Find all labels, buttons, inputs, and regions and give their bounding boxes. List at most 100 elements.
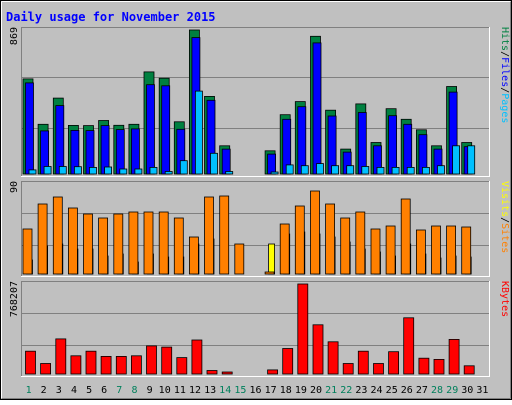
- bar-sites-day-7: [113, 213, 124, 275]
- bar-pages-day-14: [225, 171, 234, 175]
- bar-sites-day-5: [83, 213, 93, 275]
- bar-files-day-23: [357, 112, 367, 175]
- bar-kbytes-day-25: [388, 351, 400, 375]
- bar-pages-day-11: [179, 160, 188, 175]
- day-label-28: 28: [431, 385, 443, 396]
- bar-kbytes-day-10: [161, 346, 173, 375]
- day-axis: 1 2 3 4 5 6 7 8 9 10 11 12 13 14 15 16 17 18 19 20 21 22 23 24 2…: [26, 385, 489, 396]
- day-label-18: 18: [280, 385, 292, 396]
- y-max-label: 90: [9, 181, 20, 193]
- legend: Hits/Files/Pages: [499, 27, 510, 123]
- bar-kbytes-day-17: [267, 369, 279, 375]
- bar-kbytes-day-6: [100, 355, 112, 375]
- bar-pages-day-7: [119, 168, 128, 175]
- day-label-31: 31: [476, 385, 488, 396]
- bar-pages-day-30: [467, 145, 476, 175]
- day-label-6: 6: [101, 385, 107, 396]
- legend: Visits/Sites: [499, 181, 510, 253]
- day-label-1: 1: [26, 385, 32, 396]
- legend-item-kbytes: KBytes: [499, 281, 510, 317]
- bar-sites-day-11: [173, 217, 184, 275]
- bar-kbytes-day-8: [130, 355, 142, 375]
- bar-kbytes-day-3: [55, 338, 67, 375]
- bar-kbytes-day-2: [40, 363, 51, 375]
- bar-pages-day-13: [210, 152, 218, 175]
- y-max-label: 768207: [9, 281, 20, 317]
- bar-files-day-25: [388, 115, 398, 175]
- bar-sites-day-9: [143, 211, 154, 275]
- day-label-4: 4: [71, 385, 77, 396]
- bar-sites-day-2: [37, 203, 48, 275]
- bar-sites-day-24: [370, 228, 381, 275]
- day-label-8: 8: [131, 385, 137, 396]
- bar-kbytes-day-24: [373, 363, 384, 375]
- bar-files-day-20: [312, 42, 322, 175]
- bar-files-day-17: [267, 153, 277, 175]
- bar-pages-day-12: [194, 90, 203, 175]
- bar-pages-day-10: [164, 171, 173, 175]
- bar-pages-day-6: [104, 166, 112, 175]
- bar-kbytes-day-14: [221, 371, 233, 375]
- legend-item-pages: Pages: [499, 93, 510, 123]
- bar-kbytes-day-18: [282, 348, 294, 375]
- bar-kbytes-day-22: [342, 363, 354, 375]
- day-label-2: 2: [41, 385, 47, 396]
- chart-title: Daily usage for November 2015: [6, 10, 216, 24]
- bar-pages-day-18: [285, 164, 294, 175]
- bar-pages-day-22: [346, 165, 355, 175]
- bar-pages-day-27: [421, 166, 430, 175]
- bar-kbytes-day-4: [70, 355, 82, 375]
- bar-kbytes-day-19: [297, 283, 309, 375]
- bar-sites-day-10: [158, 211, 169, 275]
- day-label-15: 15: [234, 385, 246, 396]
- day-label-29: 29: [446, 385, 458, 396]
- bar-sites-day-25: [385, 225, 396, 275]
- bar-kbytes-day-9: [146, 345, 157, 375]
- bar-pages-day-8: [134, 168, 143, 175]
- day-label-27: 27: [416, 385, 428, 396]
- bar-pages-day-4: [74, 166, 82, 175]
- bar-sites-day-1: [22, 228, 33, 275]
- bar-kbytes-day-21: [327, 341, 339, 375]
- day-label-10: 10: [159, 385, 171, 396]
- bar-kbytes-day-28: [433, 358, 445, 375]
- day-label-5: 5: [86, 385, 92, 396]
- bar-pages-day-3: [58, 166, 67, 175]
- bar-pages-day-17: [270, 171, 279, 175]
- legend-separator: /: [499, 51, 510, 57]
- day-label-30: 30: [461, 385, 473, 396]
- bar-sites-day-3: [52, 196, 63, 275]
- bar-sites-day-30: [461, 226, 472, 275]
- legend: KBytes: [499, 281, 510, 317]
- bar-sites-day-23: [355, 211, 366, 275]
- panel-kbytes: 768207 KBytes: [9, 281, 510, 377]
- day-label-11: 11: [174, 385, 186, 396]
- day-label-7: 7: [116, 385, 122, 396]
- bar-files-day-19: [297, 106, 307, 175]
- bar-pages-day-9: [149, 166, 158, 175]
- bar-pages-day-5: [89, 166, 97, 175]
- day-label-9: 9: [147, 385, 153, 396]
- bar-sites-day-6: [98, 217, 108, 275]
- bar-sites-day-29: [446, 225, 457, 275]
- bar-pages-day-20: [316, 163, 324, 175]
- bar-visits-day-17: [268, 243, 276, 275]
- day-label-16: 16: [249, 385, 261, 396]
- bar-pages-day-29: [452, 145, 461, 175]
- bar-sites-day-22: [340, 217, 351, 275]
- bar-kbytes-day-30: [463, 365, 475, 375]
- bar-sites-day-20: [310, 190, 320, 275]
- day-label-20: 20: [310, 385, 322, 396]
- bar-pages-day-1: [28, 169, 37, 175]
- bar-files-day-8: [130, 128, 140, 175]
- bar-files-day-3: [55, 105, 65, 175]
- bar-sites-day-12: [188, 236, 199, 275]
- bar-files-day-10: [161, 85, 171, 175]
- bar-sites-day-18: [279, 223, 290, 275]
- bar-sites-day-4: [68, 207, 78, 275]
- bar-pages-day-23: [361, 166, 370, 175]
- bar-files-day-1: [25, 82, 34, 175]
- bar-pages-day-25: [391, 166, 400, 175]
- bar-kbytes-day-20: [312, 324, 324, 375]
- bar-sites-day-8: [128, 211, 139, 275]
